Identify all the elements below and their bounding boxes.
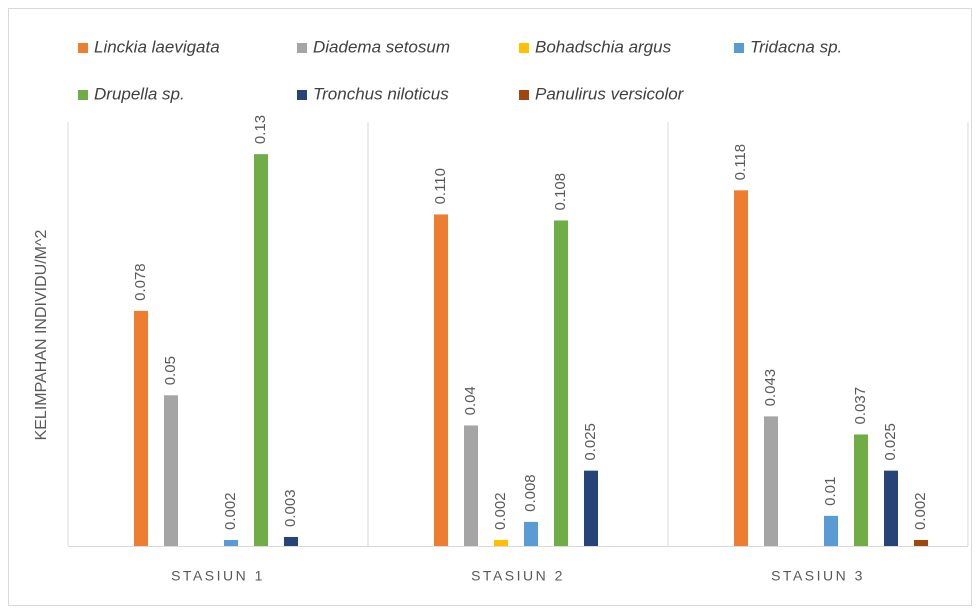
value-label: 0.108 — [552, 173, 569, 211]
value-label: 0.003 — [282, 489, 299, 527]
value-label: 0.043 — [762, 369, 779, 407]
legend-label: Bohadschia argus — [535, 37, 672, 56]
legend-swatch — [734, 43, 744, 53]
value-label: 0.025 — [582, 423, 599, 461]
value-label: 0.01 — [822, 477, 839, 506]
legend-label: Tridacna sp. — [750, 37, 842, 56]
bar — [584, 470, 598, 546]
legend-label: Drupella sp. — [94, 84, 185, 103]
legend-label: Tronchus niloticus — [313, 84, 449, 103]
value-label: 0.078 — [132, 263, 149, 301]
legend-label: Linckia laevigata — [94, 37, 220, 56]
value-label: 0.008 — [522, 474, 539, 512]
bar — [554, 220, 568, 546]
bar — [164, 395, 178, 546]
bar — [134, 310, 148, 546]
bar — [524, 521, 538, 546]
value-label: 0.05 — [162, 356, 179, 385]
bar — [224, 539, 238, 546]
value-label: 0.118 — [732, 144, 749, 180]
bar — [734, 190, 748, 547]
y-axis-label: KELIMPAHAN INDIVIDU/M^2 — [33, 230, 50, 441]
bar — [854, 434, 868, 546]
value-label: 0.13 — [252, 115, 269, 144]
legend-swatch — [519, 90, 529, 100]
bar — [884, 470, 898, 546]
bar — [764, 416, 778, 546]
value-label: 0.002 — [222, 492, 239, 530]
value-label: 0.002 — [492, 492, 509, 530]
bar — [284, 536, 298, 546]
value-label: 0.002 — [912, 492, 929, 530]
bar — [434, 214, 448, 546]
legend-label: Panulirus versicolor — [535, 84, 685, 103]
bar — [824, 515, 838, 546]
legend-swatch — [297, 90, 307, 100]
value-label: 0.025 — [882, 423, 899, 461]
bar — [254, 154, 268, 546]
bar — [494, 539, 508, 546]
x-tick-label: STASIUN 2 — [471, 568, 565, 584]
legend-swatch — [78, 90, 88, 100]
value-label: 0.04 — [462, 386, 479, 415]
legend-swatch — [297, 43, 307, 53]
bar — [914, 539, 928, 546]
value-label: 0.037 — [852, 387, 869, 425]
x-tick-label: STASIUN 1 — [171, 568, 265, 584]
legend-swatch — [519, 43, 529, 53]
bar — [464, 425, 478, 546]
x-tick-label: STASIUN 3 — [771, 568, 865, 584]
legend-label: Diadema setosum — [313, 37, 450, 56]
legend-swatch — [78, 43, 88, 53]
value-label: 0.110 — [432, 168, 449, 204]
